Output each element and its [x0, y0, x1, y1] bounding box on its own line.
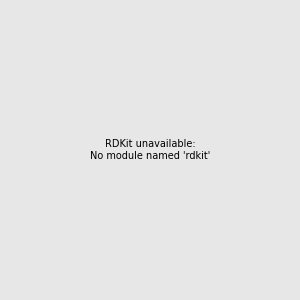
Text: RDKit unavailable:
No module named 'rdkit': RDKit unavailable: No module named 'rdki… — [90, 139, 210, 161]
